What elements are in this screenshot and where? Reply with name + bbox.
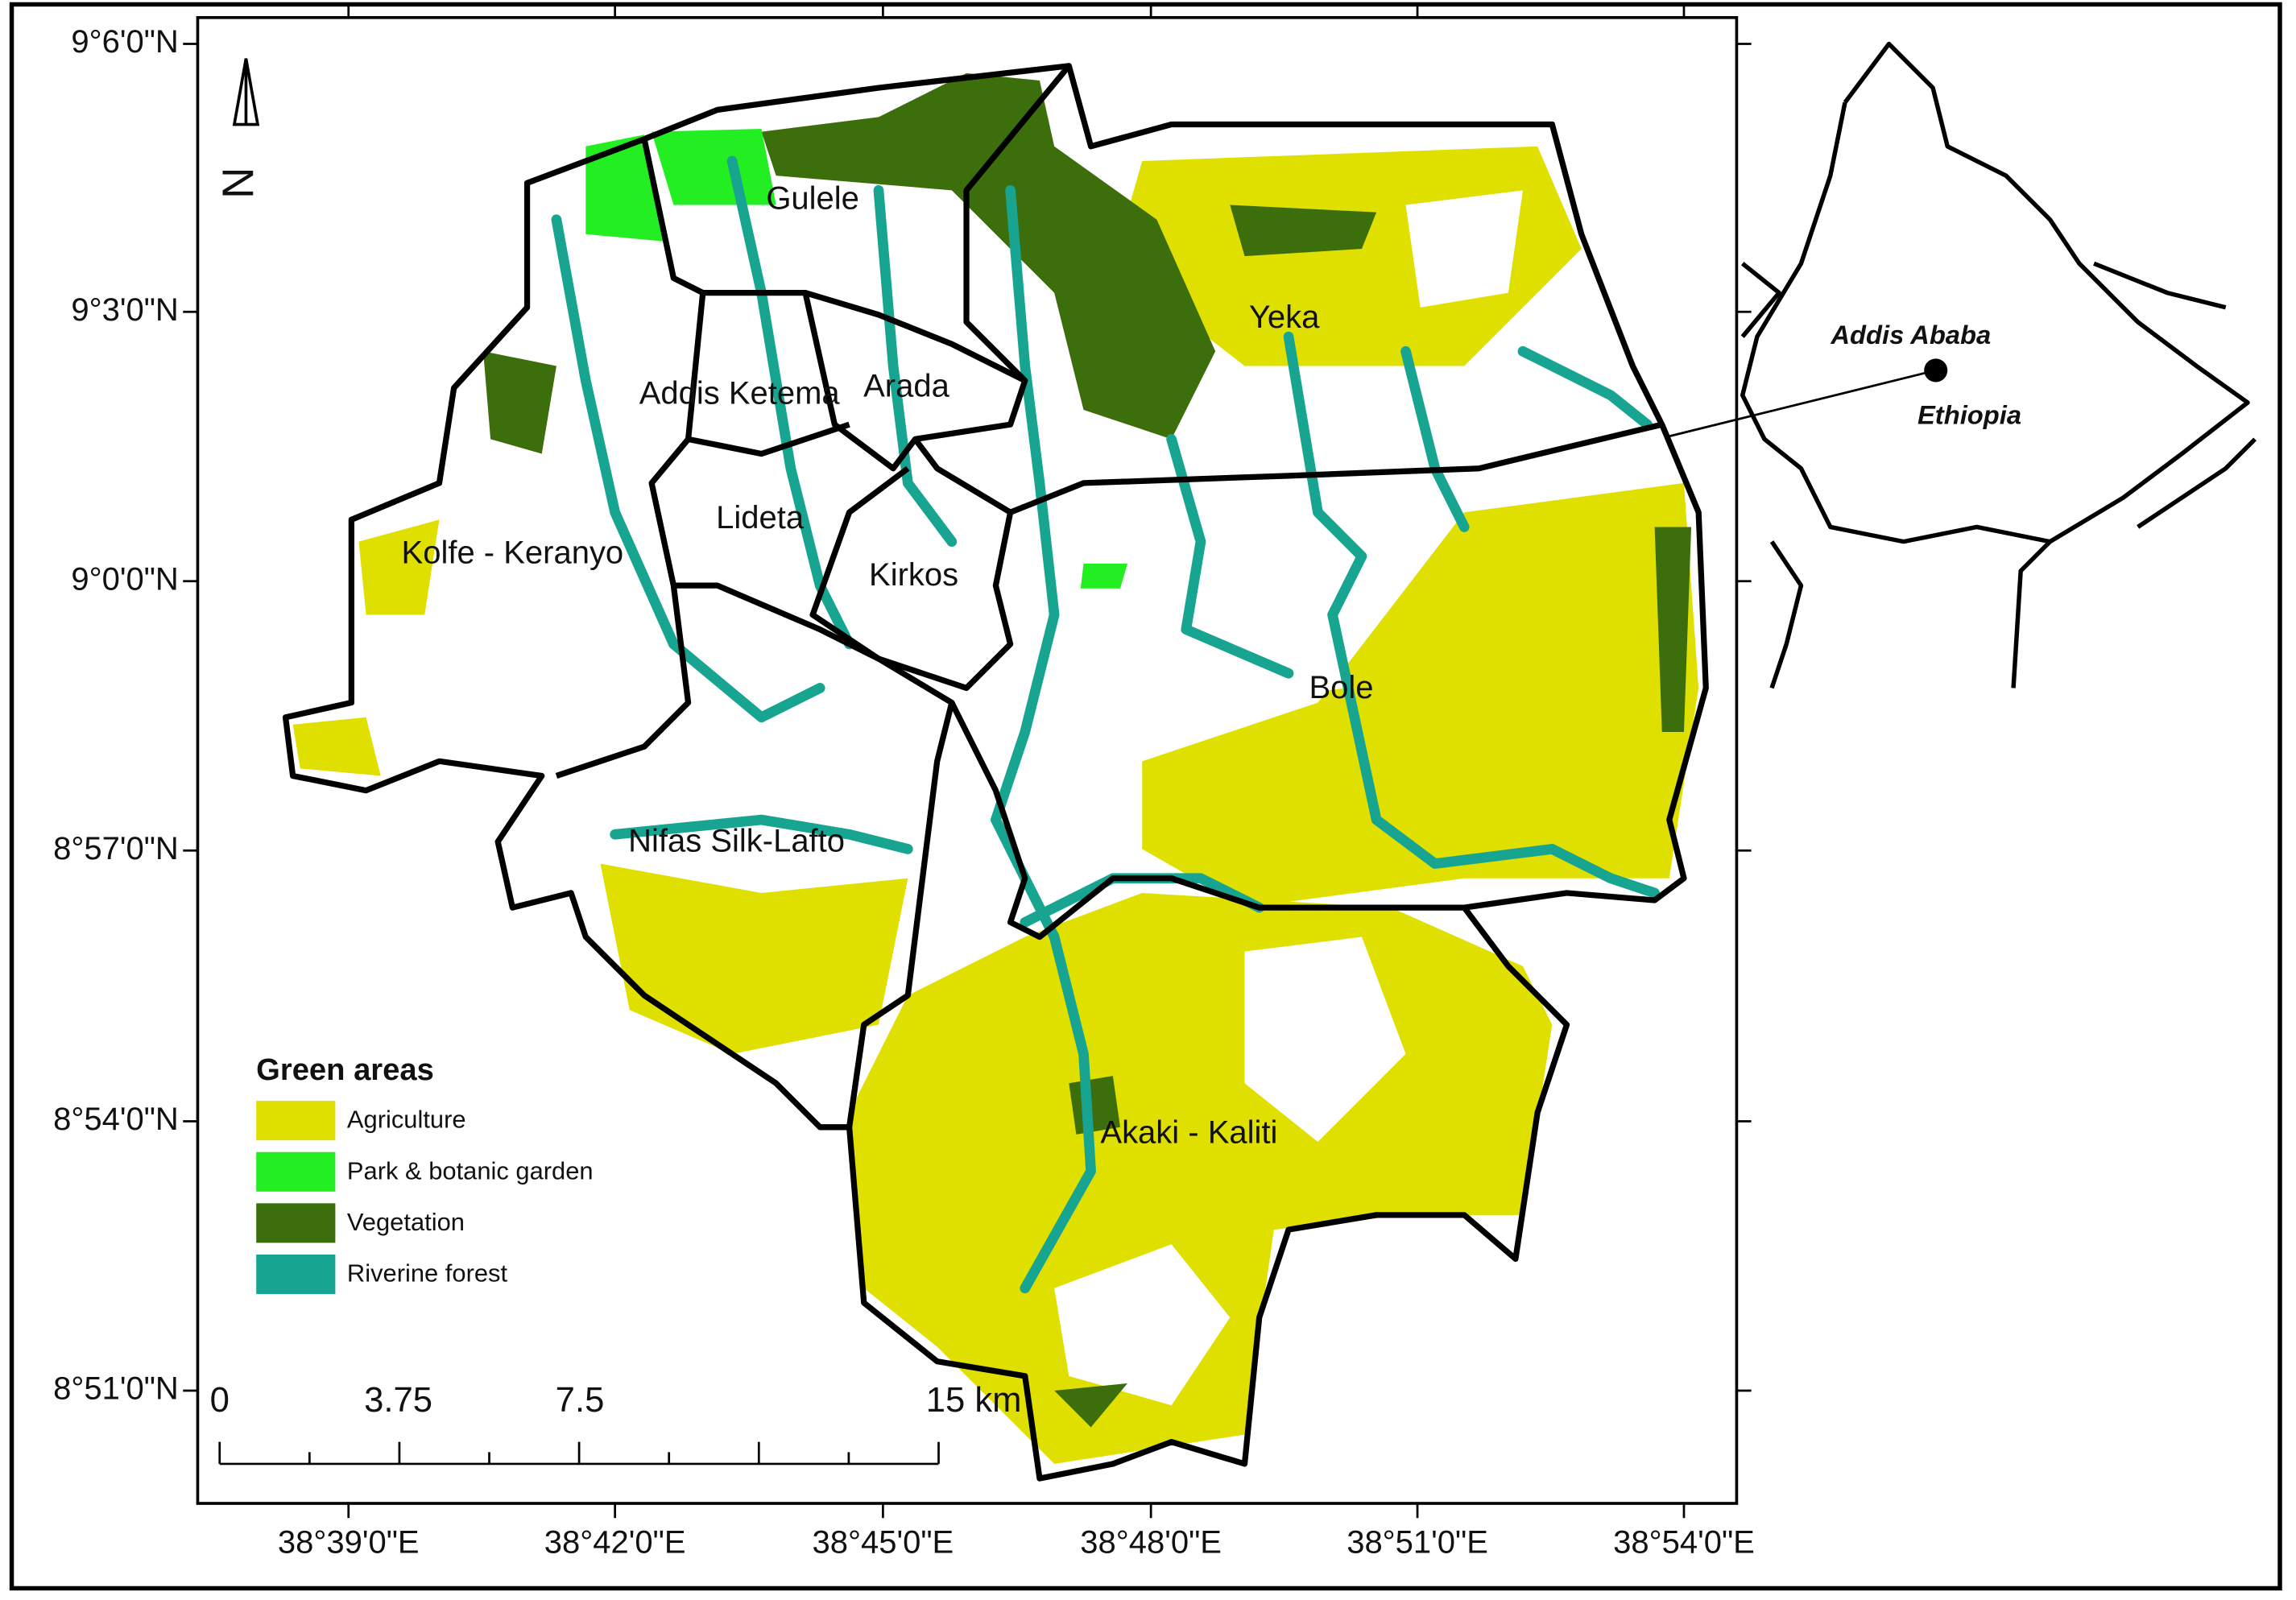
gap xyxy=(1200,585,1347,703)
scale-label: 15 km xyxy=(926,1381,1022,1420)
district-label: Akaki - Kaliti xyxy=(1100,1114,1277,1150)
district-boundary xyxy=(1009,421,1663,515)
leader-line xyxy=(1669,369,1937,438)
agri-patch xyxy=(292,717,381,776)
gap xyxy=(1405,190,1523,308)
scale-bar: 0 3.75 7.5 15 km xyxy=(210,1381,1022,1466)
district-label: Addis Ketema xyxy=(639,375,841,411)
district-label: Lideta xyxy=(716,500,805,535)
river xyxy=(551,214,825,723)
country-border xyxy=(1740,101,2051,544)
district-label: Arada xyxy=(863,368,949,403)
agri-patch xyxy=(358,519,440,615)
district-boundary xyxy=(846,701,955,1128)
veg-patch xyxy=(1054,1383,1128,1428)
veg-patch xyxy=(483,351,556,454)
gap xyxy=(1244,936,1406,1142)
lat-label: 8°57'0"N xyxy=(53,831,179,866)
river xyxy=(873,184,958,547)
river xyxy=(991,184,1096,1294)
district-boundary xyxy=(673,582,1465,941)
district-label: Bole xyxy=(1309,670,1373,705)
legend-label: Park & botanic garden xyxy=(347,1156,594,1184)
lon-label: 38°45'0"E xyxy=(813,1524,954,1560)
district-label: Gulele xyxy=(766,181,859,217)
legend-label: Agriculture xyxy=(347,1106,466,1134)
legend-swatch xyxy=(256,1254,336,1295)
district-boundary xyxy=(687,421,850,457)
legend-label: Riverine forest xyxy=(347,1259,508,1288)
white-gaps xyxy=(1054,190,1523,1406)
lon-label: 38°48'0"E xyxy=(1080,1524,1222,1560)
region-border xyxy=(1769,540,1804,689)
city-dot xyxy=(1924,358,1948,382)
district-label: Kolfe - Keranyo xyxy=(402,535,624,571)
scale-label: 0 xyxy=(210,1381,230,1420)
lat-label: 8°51'0"N xyxy=(53,1371,179,1407)
gap xyxy=(1054,1244,1231,1406)
river xyxy=(1166,434,1294,679)
riverine-forest xyxy=(551,155,1660,1294)
region-border xyxy=(1740,262,1781,338)
legend-swatch xyxy=(256,1203,336,1243)
district-boundary xyxy=(804,290,1027,383)
district-label: Nifas Silk-Lafto xyxy=(628,824,845,859)
legend-swatch xyxy=(256,1151,336,1192)
river xyxy=(1517,345,1653,430)
country-border xyxy=(1843,41,2250,688)
river xyxy=(726,155,854,650)
park-patch xyxy=(652,128,776,205)
lat-label: 9°0'0"N xyxy=(71,561,178,597)
scale-label: 7.5 xyxy=(556,1381,605,1420)
vegetation-areas xyxy=(483,72,1692,1428)
scale-label: 3.75 xyxy=(364,1381,432,1420)
veg-patch xyxy=(1654,527,1692,732)
lon-label: 38°54'0"E xyxy=(1613,1524,1755,1560)
lat-label: 9°6'0"N xyxy=(71,24,178,60)
legend: Agriculture Park & botanic garden Vegetati… xyxy=(256,1101,594,1295)
north-arrow: N xyxy=(213,58,263,199)
legend-label: Vegetation xyxy=(347,1208,465,1236)
veg-patch xyxy=(1230,205,1377,257)
district-label: Kirkos xyxy=(869,557,958,593)
lat-label: 8°54'0"N xyxy=(53,1102,179,1137)
north-label: N xyxy=(213,167,263,199)
district-boundary xyxy=(809,437,1014,692)
district-boundary xyxy=(555,138,706,779)
city-boundary xyxy=(282,63,1709,1482)
river xyxy=(610,814,913,854)
inset-country: Ethiopia xyxy=(1917,400,2021,430)
lon-label: 38°39'0"E xyxy=(278,1524,420,1560)
region-border xyxy=(2093,261,2227,310)
district-label: Yeka xyxy=(1249,300,1320,335)
agri-patch xyxy=(600,863,908,1054)
frame-ticks xyxy=(183,2,1752,1519)
lon-label: 38°51'0"E xyxy=(1347,1524,1488,1560)
lat-label: 9°3'0"N xyxy=(71,292,178,328)
inset-city: Addis Ababa xyxy=(1830,320,1991,349)
region-border xyxy=(2137,437,2257,529)
river xyxy=(1283,331,1660,899)
inset-map: Addis Ababa Ethiopia xyxy=(1669,41,2257,689)
coordinate-labels: 9°6'0"N 9°3'0"N 9°0'0"N 8°57'0"N 8°54'0"N 8°5… xyxy=(53,24,1755,1560)
veg-patch xyxy=(761,72,1216,440)
legend-title: Green areas xyxy=(256,1052,434,1087)
legend-swatch xyxy=(256,1101,336,1141)
park-patch xyxy=(1080,563,1128,589)
district-boundary xyxy=(702,64,1072,472)
lon-label: 38°42'0"E xyxy=(544,1524,686,1560)
agri-patch xyxy=(1142,482,1699,908)
